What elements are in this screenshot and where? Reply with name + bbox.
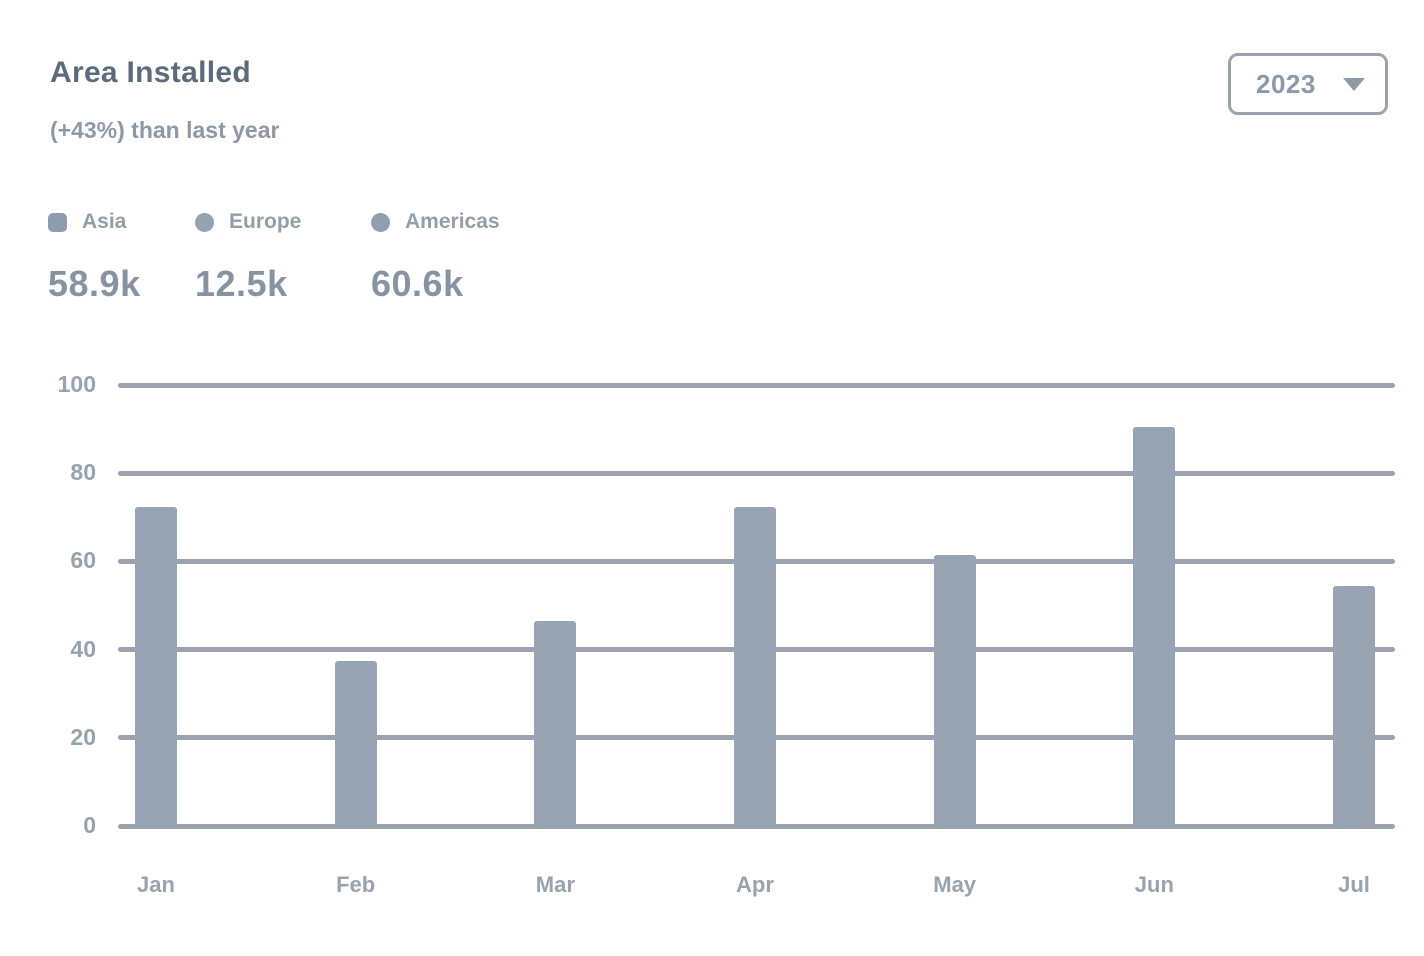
- bar-feb[interactable]: [334, 660, 377, 829]
- x-axis-label: Mar: [535, 872, 575, 897]
- gridline: [118, 382, 1395, 388]
- legend-total: 58.9k: [48, 263, 141, 304]
- x-axis-label: May: [933, 872, 977, 897]
- x-axis-label: Apr: [736, 872, 774, 897]
- bar-jun[interactable]: [1133, 427, 1176, 829]
- x-axis-label: Jan: [137, 872, 175, 897]
- y-axis-label: 20: [70, 723, 96, 750]
- bar-mar[interactable]: [534, 621, 577, 829]
- y-axis-label: 40: [70, 635, 96, 662]
- legend-toggle-asia[interactable]: Asia: [48, 205, 141, 239]
- y-axis-label: 100: [57, 371, 96, 397]
- legend-marker-europe-icon: [195, 212, 214, 232]
- legend-label: Americas: [405, 210, 500, 233]
- legend-total: 12.5k: [195, 263, 288, 304]
- page-subtitle: (+43%) than last year: [50, 117, 280, 143]
- bar-may[interactable]: [933, 555, 976, 829]
- bar-apr[interactable]: [734, 506, 776, 829]
- legend-toggle-europe[interactable]: Europe: [195, 205, 301, 239]
- legend-item-asia[interactable]: Asia 58.9k: [48, 205, 141, 305]
- bar-jan[interactable]: [135, 506, 177, 829]
- page-title: Area Installed: [50, 56, 251, 89]
- year-select-button[interactable]: 2023: [1228, 53, 1388, 115]
- legend-label: Europe: [229, 210, 302, 233]
- legend-marker-asia-icon: [48, 212, 67, 232]
- legend-marker-americas-icon: [371, 212, 390, 232]
- legend-label: Asia: [82, 210, 127, 233]
- x-axis-label: Jul: [1338, 872, 1370, 897]
- legend-total: 60.6k: [371, 263, 464, 304]
- bar-jul[interactable]: [1333, 585, 1375, 829]
- legend-toggle-americas[interactable]: Americas: [371, 205, 500, 239]
- legend-item-americas[interactable]: Americas 60.6k: [371, 205, 500, 305]
- legend-item-europe[interactable]: Europe 12.5k: [195, 205, 301, 305]
- y-axis-label: 80: [70, 459, 96, 486]
- y-axis-label: 0: [83, 812, 96, 838]
- gridline: [118, 470, 1395, 476]
- x-axis-label: Jun: [1134, 872, 1174, 897]
- year-select-value: 2023: [1256, 68, 1316, 99]
- chevron-down-icon: [1343, 77, 1365, 91]
- x-axis-label: Feb: [336, 872, 376, 897]
- y-axis-label: 60: [70, 547, 96, 574]
- chart-plot-area: 0 20 40 60 80 100 Jan Feb Mar Apr May Jun Jul: [58, 371, 1395, 897]
